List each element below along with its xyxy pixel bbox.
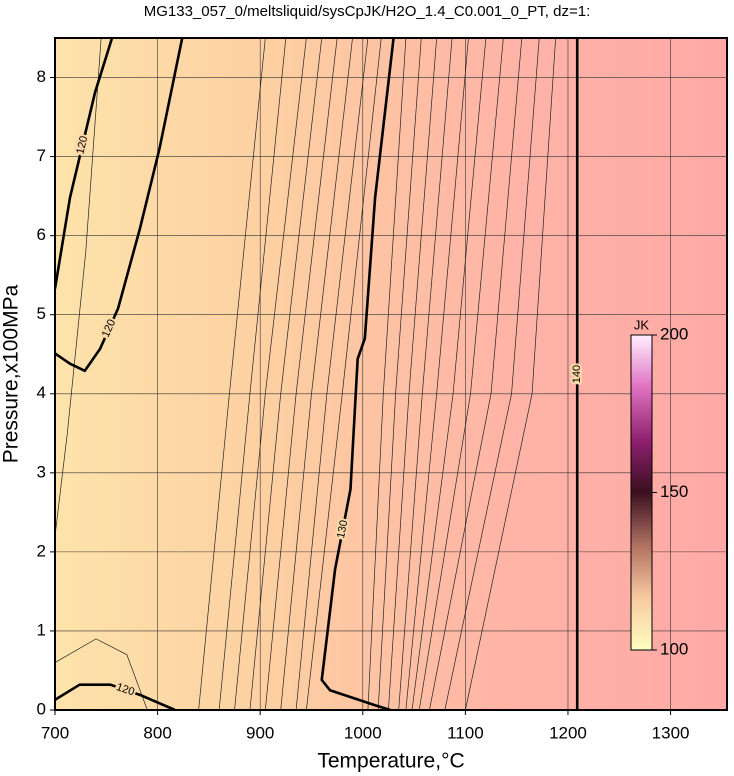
x-tick-label: 1100 <box>447 723 484 742</box>
color-field <box>55 38 727 710</box>
minor-contour <box>465 38 557 710</box>
y-axis-label: Pressure,x100MPa <box>0 284 23 463</box>
minor-contour <box>264 38 338 710</box>
contour-line <box>55 38 184 373</box>
x-tick-label: 800 <box>143 723 171 742</box>
contour-line <box>55 38 114 289</box>
minor-contour <box>429 38 523 710</box>
x-tick-label: 900 <box>246 723 274 742</box>
y-tick-label: 5 <box>37 304 46 323</box>
y-tick-label: 7 <box>37 146 46 165</box>
minor-contour <box>295 38 369 710</box>
minor-contour <box>280 38 353 710</box>
y-tick-label: 6 <box>37 225 46 244</box>
minor-contour <box>249 38 323 710</box>
minor-contour <box>306 38 382 710</box>
colorbar-tick-label: 150 <box>660 482 688 501</box>
contour-line <box>55 683 176 710</box>
colorbar-label: JK <box>634 317 650 332</box>
minor-contour <box>418 38 504 710</box>
minor-contour <box>198 38 266 710</box>
colorbar <box>630 334 653 651</box>
y-tick-label: 4 <box>37 383 46 402</box>
y-tick-label: 1 <box>37 620 46 639</box>
y-tick-label: 2 <box>37 541 46 560</box>
minor-contour <box>55 38 102 537</box>
colorbar-tick-label: 200 <box>660 324 688 343</box>
minor-contour <box>411 38 487 710</box>
y-tick-label: 8 <box>37 67 46 86</box>
minor-contour <box>405 38 469 710</box>
minor-contour <box>55 638 148 710</box>
minor-contour <box>234 38 307 710</box>
y-tick-label: 3 <box>37 462 46 481</box>
x-tick-label: 700 <box>41 723 69 742</box>
chart-title: MG133_057_0/meltsliquid/sysCpJK/H2O_1.4_… <box>144 3 591 20</box>
minor-contour <box>218 38 287 710</box>
minor-contour <box>388 38 438 710</box>
x-tick-label: 1200 <box>549 723 587 742</box>
minor-contour <box>377 38 422 710</box>
y-tick-label: 0 <box>37 699 46 718</box>
x-tick-label: 1000 <box>344 723 382 742</box>
x-axis-label: Temperature,°C <box>317 750 464 773</box>
x-tick-label: 1300 <box>652 723 690 742</box>
minor-contour <box>367 38 407 710</box>
colorbar-tick-label: 100 <box>660 639 688 658</box>
minor-contour <box>444 38 540 710</box>
minor-contour <box>398 38 453 710</box>
contour-label: 140 <box>571 365 583 383</box>
contour-line <box>320 38 395 710</box>
contour-label: 130 <box>335 519 350 539</box>
plot-frame <box>54 37 728 711</box>
